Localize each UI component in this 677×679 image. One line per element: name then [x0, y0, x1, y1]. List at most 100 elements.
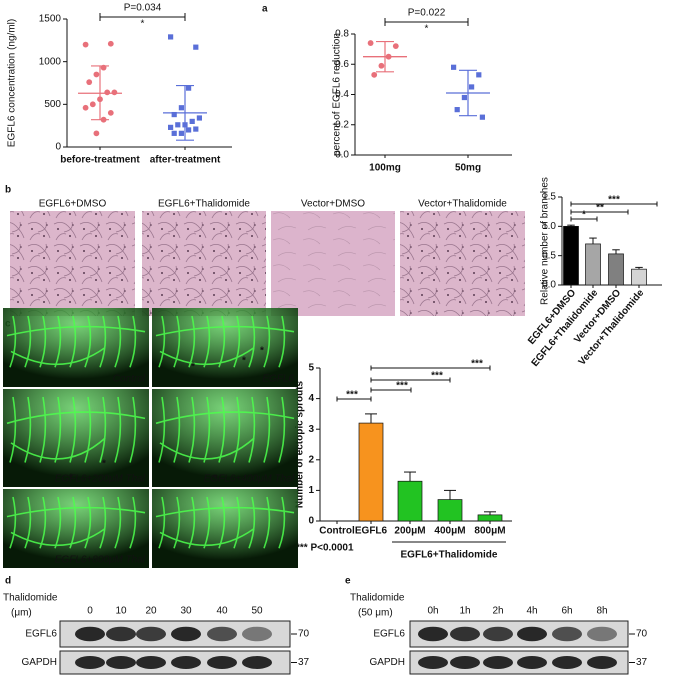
data-point — [107, 40, 114, 47]
lane-label: 20 — [145, 606, 157, 617]
vessel — [6, 396, 146, 463]
footnote: *** P<0.0001 — [296, 543, 354, 554]
row-label: EGFL6 — [25, 629, 57, 640]
significance: ** — [596, 203, 604, 214]
x-tick-label: EGFL6 — [355, 526, 388, 537]
fluorescence-image — [3, 389, 149, 487]
bar — [608, 253, 624, 286]
blot-band — [242, 626, 272, 642]
data-point — [104, 89, 111, 96]
data-point — [168, 124, 174, 130]
blot-band — [75, 626, 105, 642]
data-point — [186, 85, 192, 91]
data-point — [479, 114, 485, 120]
unit-label: (μm) — [11, 608, 32, 619]
blot-band — [552, 626, 582, 642]
sprout-mark: * — [69, 473, 73, 484]
significance: *** — [608, 195, 620, 206]
data-point — [111, 89, 118, 96]
blot-band — [517, 626, 547, 642]
data-point — [469, 84, 475, 90]
y-tick-label: 1.5 — [542, 192, 556, 203]
y-tick-label: 1.0 — [542, 221, 556, 232]
blot-band — [171, 626, 201, 642]
significance: * — [425, 24, 429, 35]
bar — [477, 514, 503, 522]
blot-band — [106, 656, 136, 669]
fluorescence-image — [3, 308, 149, 387]
group-label: EGFL6+Thalidomide — [401, 550, 498, 561]
size-marker: 37 — [298, 657, 310, 668]
lane-label: 8h — [596, 606, 607, 617]
image-caption: Vector+DMSO — [301, 199, 365, 210]
y-tick-label: 0.0 — [542, 280, 556, 291]
y-axis-label: Relative number of branches — [540, 177, 551, 305]
blot-band — [171, 656, 201, 669]
data-point — [171, 111, 177, 118]
row-label: EGFL6 — [373, 629, 405, 640]
blot-band — [418, 656, 448, 669]
data-point — [171, 130, 177, 136]
lane-label: 1h — [459, 606, 470, 617]
y-tick-label: 0.5 — [542, 250, 556, 261]
data-point — [175, 122, 181, 128]
row-label: GAPDH — [369, 657, 405, 668]
y-tick-label: 0.6 — [335, 59, 349, 70]
sprout-mark: * — [191, 362, 195, 373]
data-point — [367, 40, 374, 46]
data-point — [186, 127, 192, 133]
image-caption: EGFL6+400μM Thal — [204, 474, 295, 485]
lane-label: 4h — [526, 606, 537, 617]
bar — [358, 422, 384, 522]
x-tick-label: 100mg — [369, 163, 401, 174]
y-tick-label: 5 — [308, 363, 314, 374]
data-point — [461, 94, 467, 101]
y-tick-label: 0.8 — [335, 29, 349, 40]
vessel — [155, 396, 295, 463]
significance: *** — [431, 371, 443, 382]
data-point — [168, 34, 174, 40]
bar — [397, 480, 423, 522]
lane-label: 40 — [216, 606, 228, 617]
fluorescence-image — [3, 489, 149, 568]
image-caption: EGFL6+DMSO — [39, 199, 107, 210]
y-axis-label: percent of EGFL6 reduction — [332, 33, 343, 156]
unit-label: (50 μm) — [358, 608, 393, 619]
bar — [563, 225, 579, 286]
significance: * — [582, 210, 586, 221]
blot-band — [207, 656, 237, 669]
fluorescence-image — [152, 389, 298, 487]
size-marker: 70 — [636, 629, 648, 640]
data-point — [89, 101, 96, 108]
significance: *** — [396, 381, 408, 392]
image-caption: EGFL6+800μM Thal — [55, 555, 146, 566]
blot-band — [136, 626, 166, 642]
lane-label: 0 — [87, 606, 93, 617]
data-point — [86, 79, 93, 86]
y-tick-label: 0 — [308, 516, 314, 527]
blot-band — [136, 656, 166, 669]
blot-band — [552, 656, 582, 669]
significance: *** — [471, 359, 483, 370]
fluorescence-image — [152, 308, 298, 387]
fluorescence-image — [152, 489, 298, 568]
lane-label: 50 — [251, 606, 263, 617]
data-point — [451, 64, 457, 70]
row-label: GAPDH — [21, 657, 57, 668]
panel-label: d — [5, 576, 11, 587]
blot-band — [587, 656, 617, 669]
significance: * — [141, 19, 145, 30]
blot-band — [106, 626, 136, 642]
lane-label: 10 — [115, 606, 127, 617]
image-caption: EGFL6 — [262, 374, 294, 385]
y-tick-label: 1500 — [39, 14, 62, 25]
image-caption: EGFL6+200μM Thal — [55, 474, 146, 485]
x-tick-label: 400μM — [434, 526, 465, 537]
microscopy-image — [400, 211, 525, 316]
data-point — [378, 62, 385, 69]
x-tick-label: Control — [319, 526, 355, 537]
data-point — [193, 126, 199, 132]
blot-band — [450, 656, 480, 669]
y-tick-label: 500 — [44, 99, 61, 110]
